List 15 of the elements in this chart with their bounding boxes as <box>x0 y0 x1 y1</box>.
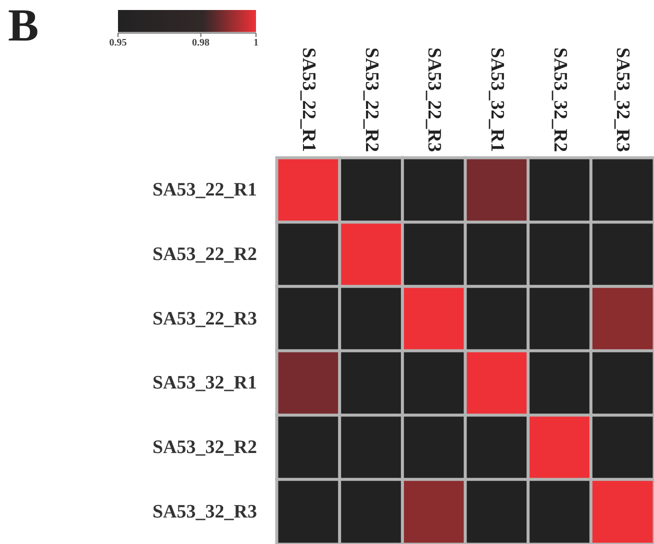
chart-title: B <box>8 0 39 50</box>
color-bar-label: 0.95 <box>109 38 127 48</box>
y-tick-label: SA53_22_R3 <box>152 308 257 330</box>
x-tick-label: SA53_32_R2 <box>549 47 570 152</box>
x-tick-label: SA53_22_R3 <box>424 47 445 152</box>
color-bar-label: 1 <box>254 38 258 48</box>
y-tick-label: SA53_32_R3 <box>152 501 257 522</box>
x-tick-label: SA53_22_R2 <box>360 47 382 152</box>
y-tick-label: SA53_32_R1 <box>152 372 257 394</box>
y-tick-label: SA53_32_R2 <box>152 437 257 458</box>
x-tick-label: SA53_32_R3 <box>612 47 634 152</box>
y-tick-label: SA53_22_R2 <box>152 244 257 265</box>
x-tick-label: SA53_32_R1 <box>486 47 508 152</box>
y-tick-label: SA53_22_R1 <box>152 180 257 201</box>
color-bar-label: 0.98 <box>192 38 210 48</box>
